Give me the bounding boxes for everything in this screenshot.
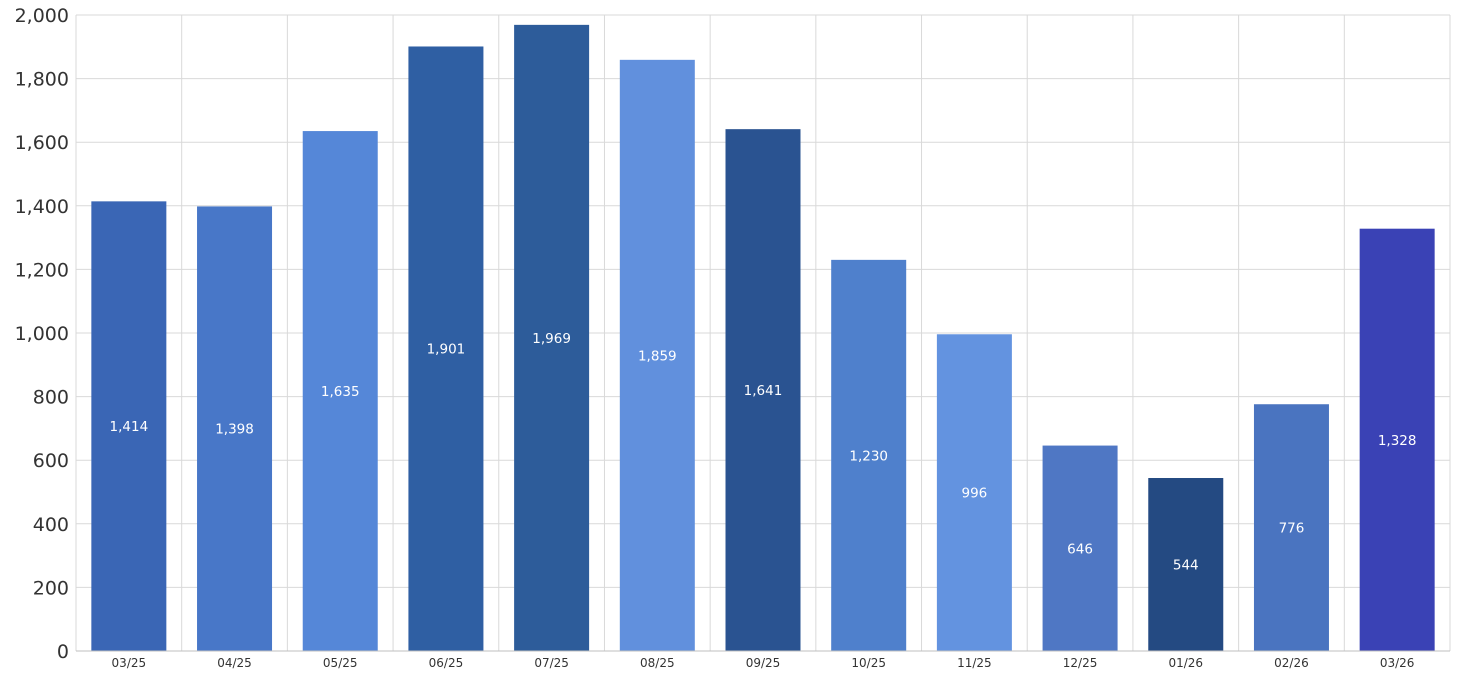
bar-04-25: [197, 206, 273, 651]
bar-value-label: 1,398: [215, 422, 254, 438]
bar-10-25: [831, 259, 907, 651]
bar-value-label: 776: [1279, 521, 1305, 537]
y-tick-label: 1,600: [15, 132, 69, 154]
x-tick-label: 08/25: [640, 656, 675, 670]
x-tick-label: 03/25: [112, 656, 147, 670]
bar-09-25: [725, 129, 801, 652]
y-tick-label: 2,000: [15, 5, 69, 27]
x-tick-label: 11/25: [957, 656, 992, 670]
x-tick-label: 02/26: [1274, 656, 1309, 670]
bar-05-25: [302, 131, 378, 651]
bar-value-label: 996: [961, 486, 987, 502]
bar-value-label: 1,901: [427, 342, 466, 358]
bar-value-label: 1,328: [1378, 433, 1417, 449]
x-tick-label: 05/25: [323, 656, 358, 670]
bar-value-label: 1,859: [638, 348, 677, 364]
y-tick-label: 1,000: [15, 323, 69, 345]
bar-value-label: 646: [1067, 541, 1093, 557]
bar-value-label: 1,230: [849, 448, 888, 464]
bar-01-26: [1148, 478, 1224, 651]
bar-layer: [91, 24, 1435, 652]
y-tick-label: 1,800: [15, 69, 69, 91]
bar-03-25: [91, 201, 167, 651]
y-tick-label: 200: [33, 577, 69, 599]
x-tick-label: 12/25: [1063, 656, 1098, 670]
y-tick-label: 0: [57, 641, 69, 663]
x-tick-label: 04/25: [217, 656, 252, 670]
y-tick-label: 1,200: [15, 259, 69, 281]
bar-value-label: 1,969: [532, 331, 571, 347]
x-tick-label: 03/26: [1380, 656, 1415, 670]
y-tick-label: 400: [33, 514, 69, 536]
x-tick-label: 06/25: [429, 656, 464, 670]
x-tick-label: 01/26: [1168, 656, 1203, 670]
bar-08-25: [619, 59, 695, 651]
y-tick-label: 600: [33, 450, 69, 472]
bar-03-26: [1359, 228, 1435, 652]
y-tick-label: 800: [33, 387, 69, 409]
y-tick-label: 1,400: [15, 196, 69, 218]
bar-11-25: [936, 334, 1012, 651]
label-layer: 0 200 400 600 800 1,000 1,200 1,400 1,600 1,800 2,…: [15, 5, 1417, 670]
x-tick-label: 09/25: [746, 656, 781, 670]
x-tick-label: 07/25: [534, 656, 569, 670]
bar-12-25: [1042, 445, 1118, 651]
bar-06-25: [408, 46, 484, 652]
bar-value-label: 1,414: [110, 419, 149, 435]
bar-value-label: 1,635: [321, 384, 360, 400]
bar-value-label: 1,641: [744, 383, 783, 399]
bar-value-label: 544: [1173, 558, 1199, 574]
bar-02-26: [1253, 404, 1329, 651]
x-tick-label: 10/25: [851, 656, 886, 670]
bar-07-25: [514, 24, 590, 652]
